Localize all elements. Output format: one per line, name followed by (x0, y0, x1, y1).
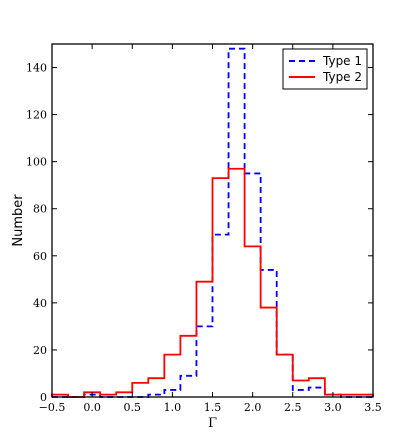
y-tick-label: 140 (26, 62, 47, 75)
histogram-series-type-2 (51, 167, 374, 398)
y-tick-label: 80 (33, 203, 47, 216)
legend-box (282, 48, 368, 90)
x-tick-label: 0.5 (124, 401, 142, 414)
x-tick-label: 3.0 (324, 401, 342, 414)
x-axis-label: Γ (208, 416, 217, 431)
x-tick-label: 0.0 (83, 401, 101, 414)
x-tick-label: 2.5 (284, 401, 302, 414)
legend-label-type-2: Type 2 (322, 70, 362, 84)
y-axis-label: Number (11, 194, 26, 247)
histogram-series-type-1 (52, 47, 373, 398)
x-tick-label: 3.5 (364, 401, 382, 414)
y-tick-label: 120 (26, 109, 47, 122)
y-tick-label: 20 (33, 344, 47, 357)
x-tick-label: −0.5 (39, 401, 66, 414)
y-tick-label: 0 (40, 391, 47, 404)
series-layer (51, 47, 374, 398)
legend: Type 1 Type 2 (282, 48, 368, 90)
x-tick-label: 1.5 (204, 401, 222, 414)
y-tick-label: 40 (33, 297, 47, 310)
x-tick-label: 2.0 (244, 401, 262, 414)
y-tick-label: 100 (26, 156, 47, 169)
ticks-layer: −0.5 0.0 0.5 1.0 1.5 2.0 2.5 3.0 3.5 0 20 40 60 80 100… (26, 44, 382, 414)
y-tick-label: 60 (33, 250, 47, 263)
legend-label-type-1: Type 1 (322, 54, 362, 68)
x-tick-label: 1.0 (164, 401, 182, 414)
